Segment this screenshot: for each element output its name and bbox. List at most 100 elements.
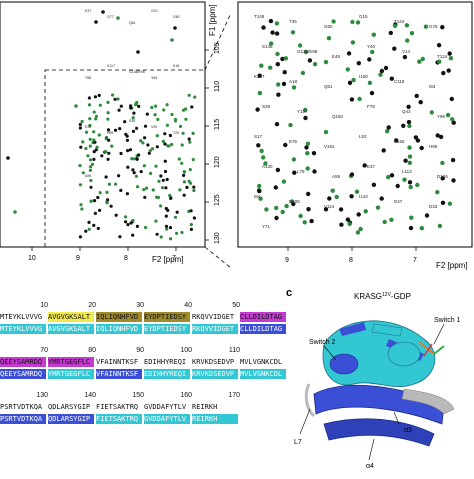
nmr-peak — [261, 25, 266, 30]
nmr-peak — [87, 96, 91, 100]
right-peak-label: V14 — [402, 49, 411, 54]
nmr-peak — [274, 21, 280, 26]
nmr-peak — [256, 143, 261, 148]
structure-title: KRASG12V-GDP — [354, 292, 411, 301]
nmr-peak — [183, 170, 187, 174]
nmr-peak — [78, 235, 82, 239]
zoom-line-top — [204, 1, 237, 71]
nmr-peak — [367, 80, 373, 86]
right-peak-label: A59 — [332, 174, 341, 179]
nmr-peak — [402, 177, 407, 182]
structure-title-main: KRASG — [354, 292, 382, 301]
sequence-number: 10 — [40, 302, 48, 309]
nmr-peak — [125, 192, 129, 196]
nmr-peak — [159, 235, 163, 239]
sequence-top-line: PSRTVDTKQA QDLARSYGIP FIETSAKTRQ GVDDAFYTLV… — [0, 402, 240, 412]
loop-l7 — [304, 383, 316, 418]
sequence-row: 10 20 30 40 50 MTEYKLVVVG AVGVGKSALT IQLIQNHFV… — [0, 302, 288, 338]
sequence-number: 70 — [40, 347, 48, 354]
sequence-block: VFAINNTKSF — [96, 358, 139, 366]
nmr-peak — [303, 115, 308, 121]
sequence-block: MVLVGNKCDL — [240, 369, 286, 379]
nmr-peak — [259, 148, 264, 154]
nmr-peak — [107, 138, 111, 142]
nmr-peak — [347, 80, 353, 86]
nmr-peak — [288, 122, 293, 128]
left-x-tick-label: 10 — [28, 255, 36, 262]
nmr-peak — [185, 185, 189, 189]
nmr-peak — [106, 157, 110, 161]
nmr-peak — [382, 219, 387, 225]
nmr-peak — [413, 135, 419, 140]
nmr-peak — [268, 18, 274, 24]
nmr-peak — [163, 142, 167, 146]
sequence-block: REIRKH — [192, 414, 238, 424]
nmr-peak — [407, 145, 412, 150]
nmr-peak — [379, 68, 385, 74]
nmr-peak — [306, 207, 311, 212]
sequence-block: QDLARSYGIP — [48, 414, 94, 424]
nmr-peak — [93, 199, 97, 203]
nmr-peak — [408, 184, 413, 190]
sequence-block: CLLDILDTAG — [240, 312, 286, 322]
nmr-peak — [137, 104, 141, 108]
right-peak-label: I84 — [254, 194, 261, 199]
nmr-peak — [165, 123, 169, 127]
nmr-peak — [87, 103, 92, 107]
nmr-peak — [107, 151, 111, 155]
nmr-peak — [168, 133, 172, 138]
nmr-peak — [312, 61, 318, 67]
nmr-peak — [147, 151, 151, 155]
sequence-block: QDLARSYGIP — [48, 403, 91, 411]
nmr-peak — [161, 178, 165, 182]
zoom-line-bottom — [204, 246, 237, 273]
nmr-peak — [119, 151, 123, 156]
nmr-peak — [437, 59, 442, 64]
nmr-peak — [259, 63, 264, 68]
arrow-a4 — [368, 438, 375, 461]
left-peak-label: V29 — [151, 125, 157, 129]
nmr-peak — [282, 70, 287, 75]
left-peak-label: T58 — [85, 76, 91, 80]
left-peak-labels: E37 G77 Q61 G10 G60 T58 K117 G138/E98 Y64 K16 E31 H… — [85, 9, 180, 178]
nmr-peak — [116, 97, 120, 101]
nmr-peak — [334, 194, 339, 200]
sequence-number: 20 — [88, 302, 96, 309]
nmr-peak — [166, 208, 170, 212]
nmr-peak — [93, 95, 97, 99]
sequence-block: AVGVGKSALT — [48, 312, 94, 322]
sequence-number: 30 — [136, 302, 144, 309]
nmr-peak — [290, 30, 296, 35]
nmr-peak — [79, 203, 83, 207]
helix-a1 — [387, 341, 421, 367]
nmr-peak — [92, 157, 96, 161]
nmr-peak — [270, 30, 275, 35]
sequence-block: FIETSAKTRQ — [96, 414, 142, 424]
left-peak-label: E37 — [85, 9, 91, 13]
nmr-peak — [349, 194, 354, 199]
sequence-number: 40 — [184, 302, 192, 309]
nmr-peak — [80, 119, 84, 124]
nmr-peak — [114, 213, 118, 217]
nmr-peak — [371, 182, 377, 187]
nmr-peak — [87, 227, 91, 231]
nmr-peak — [375, 205, 381, 210]
nmr-peak — [392, 46, 397, 51]
left-plot-frame — [0, 1, 206, 248]
nmr-peak — [275, 61, 280, 67]
nmr-peak — [128, 148, 133, 152]
nmr-peak — [151, 188, 155, 192]
nmr-peak — [304, 145, 309, 150]
right-peak-label: T124 — [437, 54, 448, 59]
sequence-row: 130 140 150 160 170 PSRTVDTKQA QDLARSYGIP FIET… — [0, 392, 288, 428]
nmr-peak — [283, 142, 288, 148]
right-nmr-spectrum: 9 8 7 F2 [ppm] T148 T35 G60 G15 T144 G75 S145 G13… — [236, 0, 474, 280]
nmr-peak — [385, 129, 390, 134]
nmr-peak — [88, 117, 92, 121]
nmr-peak — [274, 31, 280, 36]
nmr-peak — [188, 140, 192, 144]
left-x-axis: 10 9 8 7 — [28, 247, 177, 262]
nmr-peak — [281, 179, 287, 184]
nmr-peak — [274, 215, 279, 221]
left-y-tick-label: 125 — [214, 194, 221, 206]
